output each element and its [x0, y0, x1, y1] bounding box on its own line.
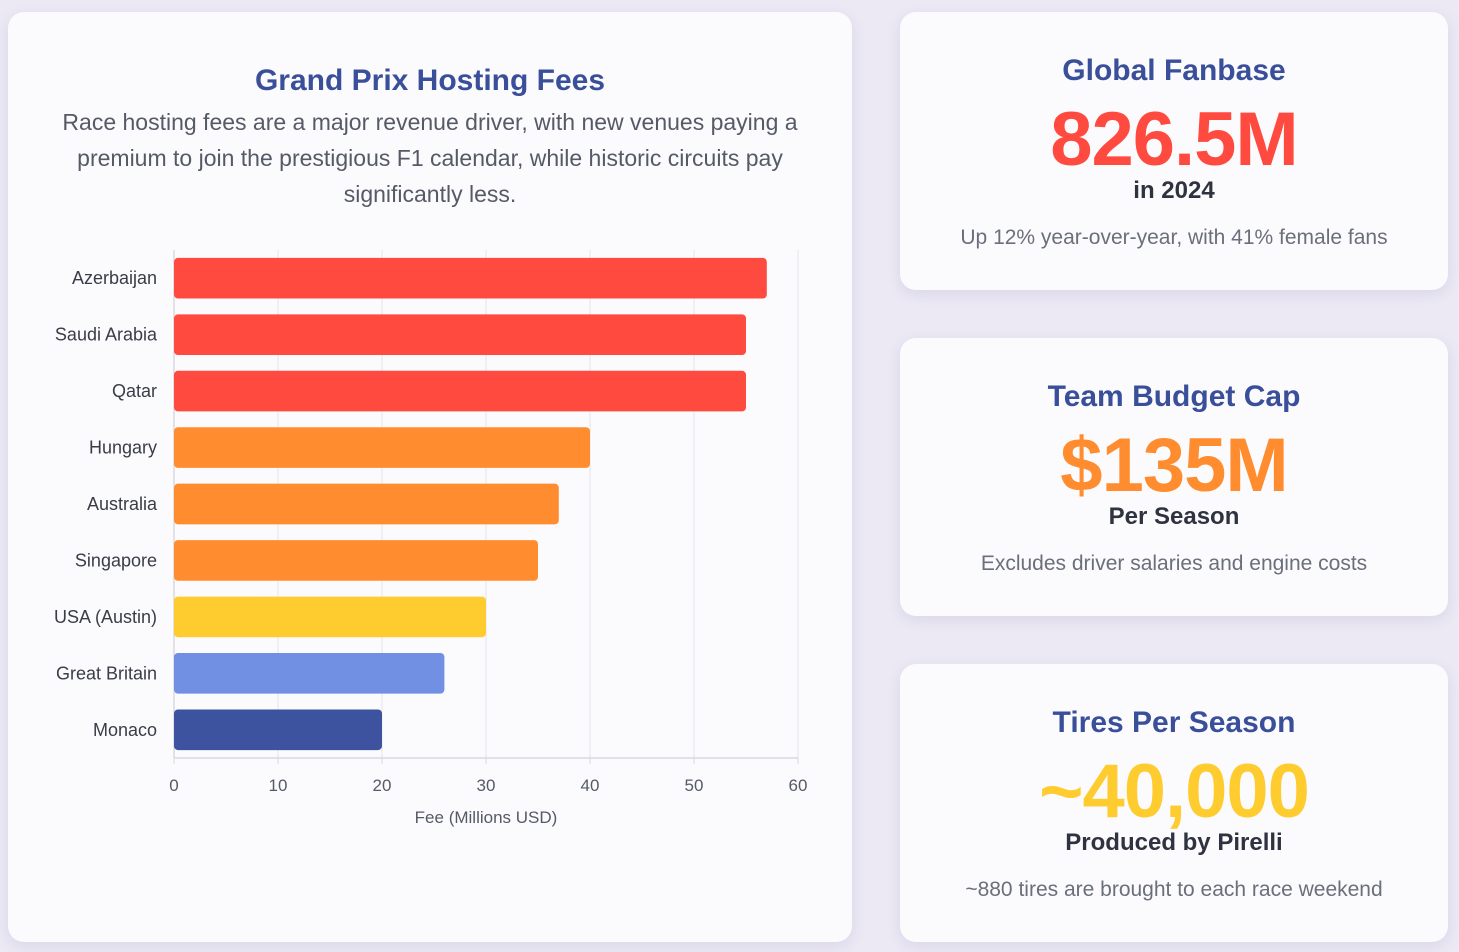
tires-sub: Produced by Pirelli — [1065, 829, 1283, 856]
budget-cap-title: Team Budget Cap — [1047, 380, 1301, 413]
fanbase-note: Up 12% year-over-year, with 41% female f… — [960, 226, 1388, 249]
y-category-label: Great Britain — [56, 663, 157, 683]
hosting-fees-bar-chart: 0 10 20 30 40 50 60 Azerbaijan Saudi Arabia Qatar… — [54, 250, 808, 827]
tires-value: ~40,000 — [1039, 749, 1310, 834]
bar-singapore — [174, 540, 538, 581]
y-category-label: USA (Austin) — [54, 607, 157, 627]
bar-great-britain — [174, 653, 445, 694]
y-category-label: Hungary — [89, 438, 157, 458]
x-tick-label: 10 — [269, 776, 288, 795]
budget-cap-value: $135M — [1060, 423, 1288, 508]
hosting-fees-card: Grand Prix Hosting Fees Race hosting fee… — [8, 12, 852, 942]
bar-australia — [174, 483, 559, 525]
budget-cap-note: Excludes driver salaries and engine cost… — [980, 552, 1368, 575]
bar-hungary — [174, 427, 590, 468]
fanbase-value: 826.5M — [1050, 97, 1299, 182]
y-category-label: Saudi Arabia — [55, 325, 158, 345]
budget-cap-sub: Per Season — [1108, 503, 1240, 530]
bar-azerbaijan — [174, 257, 767, 299]
y-category-label: Australia — [87, 494, 158, 514]
x-tick-label: 40 — [581, 776, 600, 795]
x-tick-label: 0 — [169, 776, 178, 795]
bar-monaco — [174, 709, 382, 751]
x-tick-label: 30 — [477, 776, 496, 795]
y-category-label: Monaco — [93, 720, 157, 740]
tires-title: Tires Per Season — [1052, 706, 1296, 739]
bar-qatar — [174, 370, 746, 412]
chart-title: Grand Prix Hosting Fees — [254, 64, 606, 97]
y-category-label: Singapore — [75, 550, 157, 570]
tires-note: ~880 tires are brought to each race week… — [965, 878, 1383, 901]
y-category-label: Qatar — [112, 381, 157, 401]
bar-usa-austin — [174, 596, 486, 638]
x-tick-label: 50 — [685, 776, 704, 795]
fanbase-sub: in 2024 — [1133, 177, 1215, 204]
x-tick-label: 20 — [373, 776, 392, 795]
x-tick-label: 60 — [789, 776, 808, 795]
tires-card: Tires Per Season ~40,000 Produced by Pir… — [900, 664, 1448, 942]
fanbase-title: Global Fanbase — [1062, 54, 1286, 87]
chart-subtitle: Race hosting fees are a major revenue dr… — [62, 109, 798, 207]
fanbase-card: Global Fanbase 826.5M in 2024 Up 12% yea… — [900, 12, 1448, 290]
bar-saudi-arabia — [174, 314, 746, 355]
y-category-label: Azerbaijan — [72, 268, 157, 288]
x-axis-label: Fee (Millions USD) — [415, 808, 558, 827]
budget-cap-card: Team Budget Cap $135M Per Season Exclude… — [900, 338, 1448, 616]
